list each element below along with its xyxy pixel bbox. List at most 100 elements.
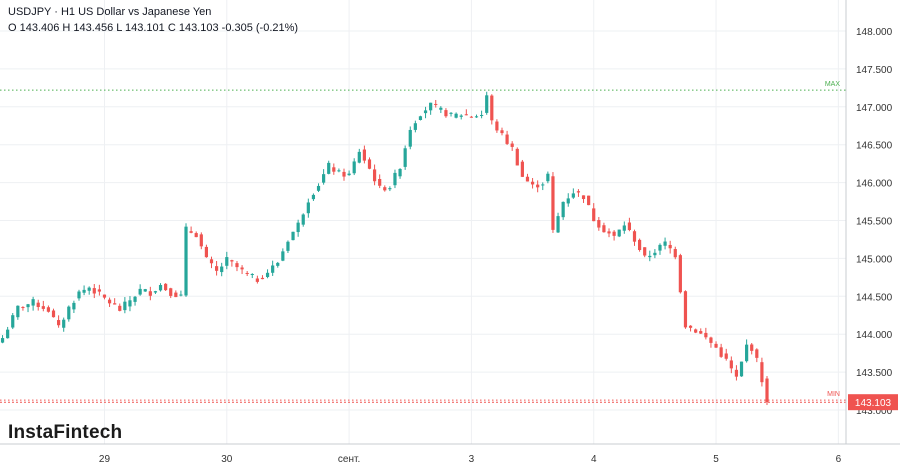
candle-body: [622, 225, 626, 231]
candle-body: [245, 272, 249, 274]
ohlc-readout: O 143.406 H 143.456 L 143.101 C 143.103 …: [8, 22, 299, 34]
x-tick-label: 29: [99, 454, 111, 465]
candle-body: [194, 233, 198, 238]
candle-body: [72, 302, 76, 310]
y-tick-label: 145.000: [856, 254, 893, 265]
candle-body: [464, 114, 468, 116]
candle-body: [480, 114, 484, 116]
candle-body: [113, 303, 117, 305]
candle-body: [709, 337, 713, 343]
candle-body: [581, 195, 586, 200]
candle-body: [174, 292, 178, 298]
candle-body: [6, 329, 10, 339]
candle-body: [337, 170, 341, 172]
instrument-title: USDJPY · H1 US Dollar vs Japanese Yen: [8, 6, 212, 18]
candle-body: [327, 162, 331, 174]
candle-body: [276, 262, 280, 266]
candle-body: [21, 307, 25, 309]
y-tick-label: 143.500: [856, 368, 893, 379]
candle-body: [107, 299, 112, 304]
candle-body: [760, 362, 764, 383]
candle-body: [41, 306, 45, 309]
candle-body: [454, 113, 458, 118]
candle-body: [592, 208, 596, 222]
candle-body: [138, 288, 142, 295]
x-tick-label: 3: [469, 454, 475, 465]
candle-body: [0, 338, 5, 343]
candle-body: [352, 161, 356, 174]
candle-body: [102, 294, 107, 298]
y-tick-label: 143.000: [856, 406, 893, 417]
candle-body: [260, 277, 265, 280]
y-tick-label: 147.500: [856, 65, 893, 76]
brand-logo: InstaFintech: [8, 422, 123, 443]
candle-body: [556, 216, 560, 233]
x-tick-label: 4: [591, 454, 597, 465]
x-tick-label: 30: [221, 454, 233, 465]
candle-body: [332, 167, 336, 172]
candle-body: [439, 107, 443, 110]
candle-body: [347, 173, 351, 176]
candle-body: [153, 291, 158, 293]
candle-body: [250, 274, 254, 276]
candle-body: [133, 296, 137, 302]
candle-body: [500, 130, 504, 134]
candle-body: [77, 291, 81, 299]
candle-body: [87, 287, 91, 291]
candle-body: [57, 320, 61, 326]
candle-body: [301, 214, 305, 225]
candle-body: [148, 291, 152, 296]
candle-body: [82, 289, 86, 293]
candle-body: [474, 116, 479, 118]
candle-body: [525, 176, 530, 182]
candle-body: [617, 229, 621, 237]
candle-body: [316, 185, 321, 191]
candle-body: [413, 123, 417, 130]
candle-body: [179, 294, 183, 296]
x-tick-label: сент.: [338, 454, 360, 465]
candle-body: [612, 231, 616, 236]
candle-body: [541, 184, 545, 186]
candle-body: [367, 159, 372, 169]
candle-body: [92, 288, 96, 294]
candle-body: [495, 121, 499, 131]
candle-body: [658, 244, 662, 251]
x-tick-label: 5: [713, 454, 719, 465]
candle-body: [597, 220, 601, 228]
candle-body: [67, 306, 71, 320]
candle-body: [408, 129, 412, 147]
candle-body: [357, 151, 361, 163]
candle-body: [311, 194, 316, 200]
candle-body: [372, 169, 377, 182]
candle-body: [648, 255, 652, 258]
max-min-levels: MAX MIN: [0, 81, 846, 403]
candle-body: [143, 289, 147, 292]
grid-lines: [0, 0, 846, 444]
candle-body: [398, 168, 402, 177]
candle-body: [530, 181, 535, 185]
candle-body: [31, 299, 35, 306]
y-tick-label: 146.500: [856, 141, 893, 152]
candle-body: [510, 143, 514, 147]
candle-body: [403, 148, 407, 167]
candle-body: [643, 247, 647, 256]
candle-body: [423, 110, 428, 114]
candle-body: [225, 257, 229, 266]
candle-body: [418, 116, 423, 120]
candle-body: [520, 161, 524, 177]
candle-body: [734, 369, 739, 377]
candle-body: [668, 244, 672, 249]
y-tick-label: 147.000: [856, 103, 893, 114]
candle-body: [26, 304, 30, 308]
x-tick-label: 6: [836, 454, 842, 465]
candle-body: [271, 265, 275, 273]
candle-body: [505, 134, 509, 144]
candle-body: [729, 360, 733, 369]
candle-body: [627, 222, 632, 231]
last-price-tag: [848, 394, 898, 411]
candle-body: [714, 343, 718, 348]
candle-body: [265, 272, 270, 278]
candle-body: [765, 378, 769, 403]
candle-body: [587, 195, 591, 206]
